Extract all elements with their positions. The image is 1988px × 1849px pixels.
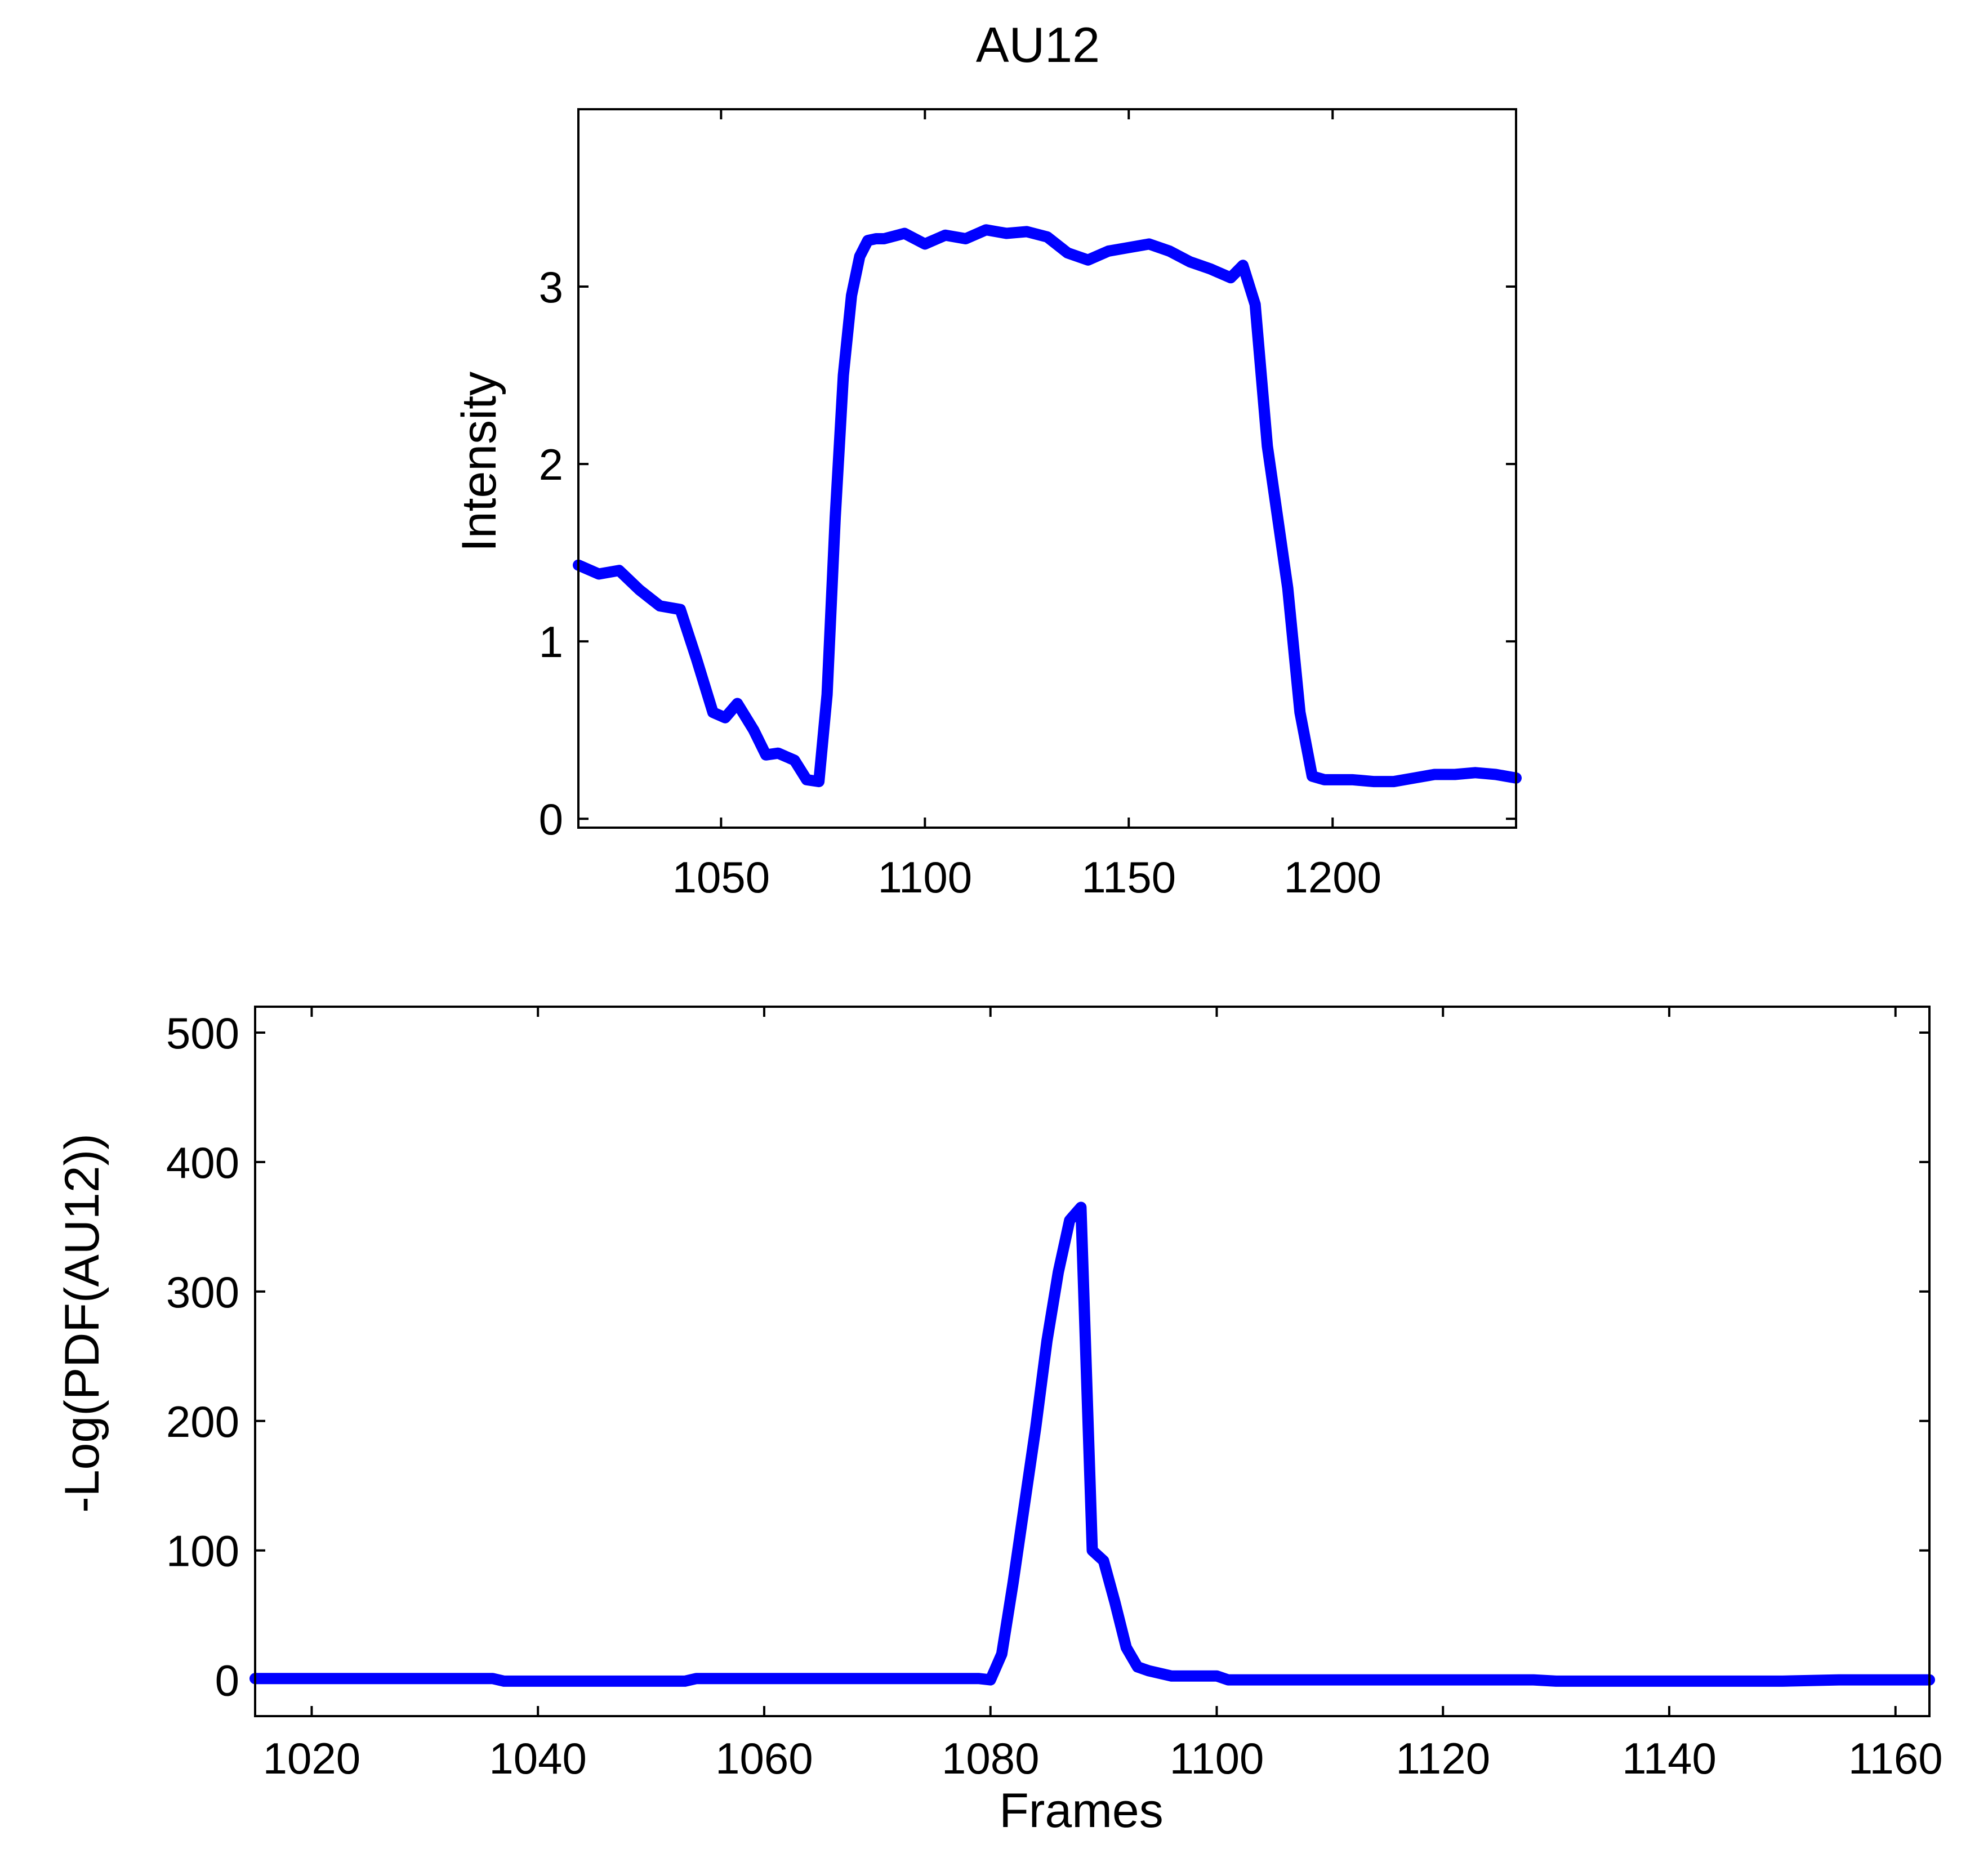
y-tick-label: 100 [166,1526,239,1576]
x-tick-label: 1150 [1081,852,1176,902]
x-tick-label: 1040 [489,1734,587,1783]
x-tick-label: 1080 [942,1734,1040,1783]
x-tick-label: 1100 [1170,1734,1264,1783]
y-tick-label: 400 [166,1138,239,1187]
x-tick-label: 1140 [1622,1734,1717,1783]
plot-frame [254,1006,1931,1717]
intensity-series-line [573,224,1522,788]
x-axis-label: Frames [999,1784,1163,1838]
x-tick-label: 1050 [672,852,770,902]
chart-title: AU12 [976,17,1100,73]
x-tick-label: 1100 [877,852,972,902]
y-tick-label: 3 [539,262,563,312]
neglog-pdf-series-line [249,1202,1935,1687]
y-tick-label: 200 [166,1397,239,1446]
y-tick-label: 0 [215,1656,239,1705]
x-tick-label: 1200 [1283,852,1381,902]
y-axis-label: -Log(PDF(AU12)) [55,1133,109,1513]
y-tick-label: 300 [166,1267,239,1317]
y-tick-label: 0 [539,794,563,844]
x-tick-label: 1060 [715,1734,813,1783]
tick-group: 1020 1040 1060 1080 1100 1120 1140 1160 0 100 200 3… [166,1007,1943,1783]
tick-group: 1050 1100 1150 1200 0 1 2 3 [539,109,1516,902]
y-tick-label: 500 [166,1008,239,1058]
x-tick-label: 1160 [1848,1734,1943,1783]
y-tick-label: 1 [539,617,563,667]
chart-panel-bottom: 1020 1040 1060 1080 1100 1120 1140 1160 0 100 200 3… [55,1006,1943,1838]
x-tick-label: 1120 [1396,1734,1490,1783]
chart-panel-top: AU12 1050 1100 1150 1200 0 1 2 3 Intensity [452,17,1522,902]
y-axis-label: Intensity [452,372,506,552]
plot-frame [577,108,1517,829]
y-tick-label: 2 [539,440,563,489]
x-tick-label: 1020 [263,1734,361,1783]
